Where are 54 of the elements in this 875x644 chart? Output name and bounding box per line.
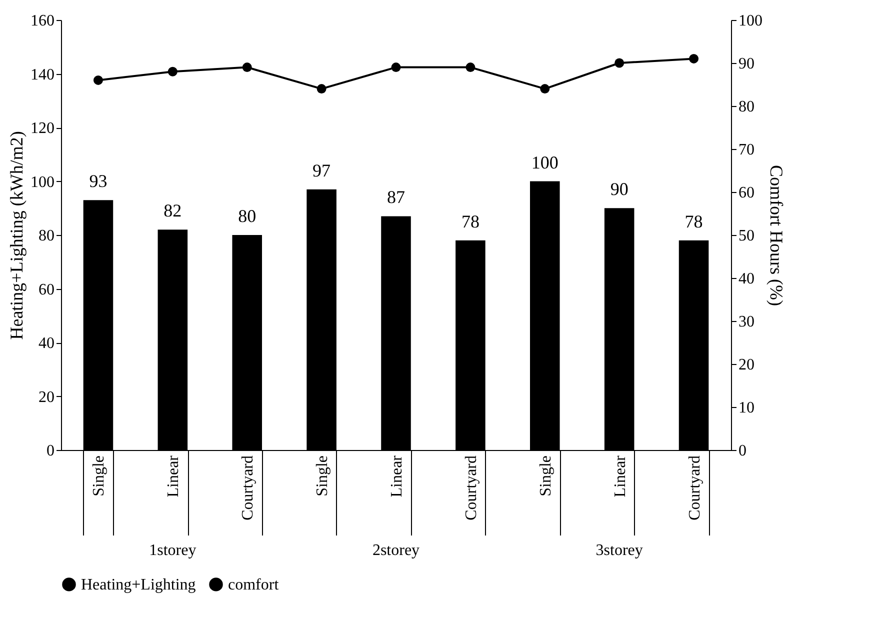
y-tick-label: 0 (46, 442, 54, 460)
data-label: 82 (164, 200, 182, 221)
x-tick-label: Courtyard (462, 456, 480, 520)
y-tick-label: 160 (30, 12, 54, 30)
y2-tick-label: 20 (738, 356, 754, 374)
y2-tick-label: 70 (738, 142, 754, 158)
text: 3storey (596, 542, 643, 559)
x-tick-label: Single (314, 456, 332, 496)
y-tick-label: 60 (38, 281, 54, 298)
x-tick-label: Single (90, 456, 108, 496)
data-label: 78 (461, 211, 480, 232)
point (93, 75, 103, 85)
y-tick-label: 40 (38, 335, 54, 352)
data-label: 97 (312, 160, 331, 180)
x-tick-label: Linear (612, 454, 629, 498)
y-tick-label: 80 (38, 228, 54, 244)
data-label: 78 (684, 211, 703, 232)
point (466, 62, 476, 72)
y2-axis-title: Comfort Hours (%) (766, 165, 786, 306)
legend-label: comfort (228, 576, 280, 594)
x-tick-label: Courtyard (686, 456, 704, 520)
data-label: 80 (238, 206, 256, 226)
legend-label: Heating+Lighting (81, 576, 196, 594)
y2-tick-label: 90 (738, 56, 754, 72)
data-label: 100 (531, 152, 558, 172)
y2-tick-label: 80 (738, 98, 754, 116)
y2-tick-label: 50 (738, 228, 754, 244)
data-label: 90 (610, 179, 628, 200)
point (540, 84, 550, 94)
y-tick-label: 120 (30, 120, 54, 137)
y2-tick-label: 10 (738, 400, 754, 416)
y2-tick-label: 0 (738, 442, 746, 460)
y-tick-label: 100 (30, 174, 54, 191)
x-tick-label: Linear (388, 454, 406, 498)
point (614, 58, 624, 68)
y-axis-title: Heating+Lighting (kWh/m2) (6, 131, 26, 340)
y2-tick-label: 100 (738, 12, 762, 30)
point (168, 66, 178, 76)
y2-tick-label: 40 (738, 270, 754, 288)
point (242, 62, 252, 72)
y-tick-label: 20 (38, 388, 54, 406)
x-tick-label: Single (537, 456, 554, 496)
data-label: 87 (387, 187, 405, 208)
text: 1storey (149, 542, 196, 559)
x-tick-label: Courtyard (240, 456, 257, 520)
point (391, 62, 401, 72)
x-tick-label: Linear (165, 454, 182, 498)
data-label: 93 (89, 171, 108, 192)
y-tick-label: 140 (30, 66, 54, 84)
y2-tick-label: 60 (738, 184, 754, 202)
point (316, 84, 326, 94)
text: 2storey (372, 542, 420, 559)
point (689, 54, 699, 64)
y2-tick-label: 30 (738, 314, 754, 330)
